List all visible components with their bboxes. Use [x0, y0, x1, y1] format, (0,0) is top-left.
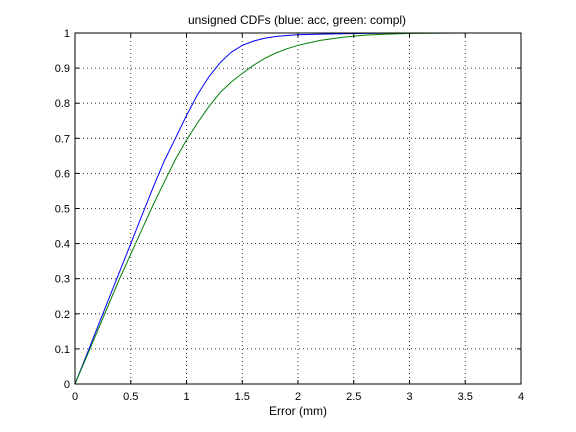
y-tick-label: 1 — [64, 28, 70, 40]
x-tick-label: 1 — [183, 391, 189, 403]
y-tick-label: 0.5 — [55, 204, 70, 216]
y-tick-label: 0.1 — [55, 344, 70, 356]
x-axis-label: Error (mm) — [269, 404, 327, 418]
x-tick-label: 2 — [295, 391, 301, 403]
y-tick-label: 0.6 — [55, 168, 70, 180]
x-tick-labels: 0 0.5 1 1.5 2 2.5 3 3.5 4 — [72, 391, 524, 403]
y-tick-label: 0 — [64, 379, 70, 391]
x-tick-label: 1.5 — [235, 391, 250, 403]
x-tick-label: 4 — [518, 391, 524, 403]
x-tick-label: 3 — [406, 391, 412, 403]
y-tick-label: 0.7 — [55, 133, 70, 145]
chart-title: unsigned CDFs (blue: acc, green: compl) — [188, 13, 406, 27]
y-tick-label: 0.3 — [55, 274, 70, 286]
series-line-1 — [74, 32, 427, 385]
axis-ticks — [74, 32, 522, 385]
y-tick-label: 0.9 — [55, 63, 70, 75]
x-tick-label: 3.5 — [458, 391, 473, 403]
grid-lines — [75, 33, 521, 384]
y-tick-label: 0.4 — [55, 239, 70, 251]
y-tick-labels: 0 0.1 0.2 0.3 0.4 0.5 0.6 0.7 0.8 0.9 1 — [55, 28, 70, 391]
x-tick-label: 2.5 — [346, 391, 361, 403]
y-tick-label: 0.2 — [55, 309, 70, 321]
x-tick-label: 0 — [72, 391, 78, 403]
y-tick-label: 0.8 — [55, 98, 70, 110]
x-tick-label: 0.5 — [123, 391, 138, 403]
